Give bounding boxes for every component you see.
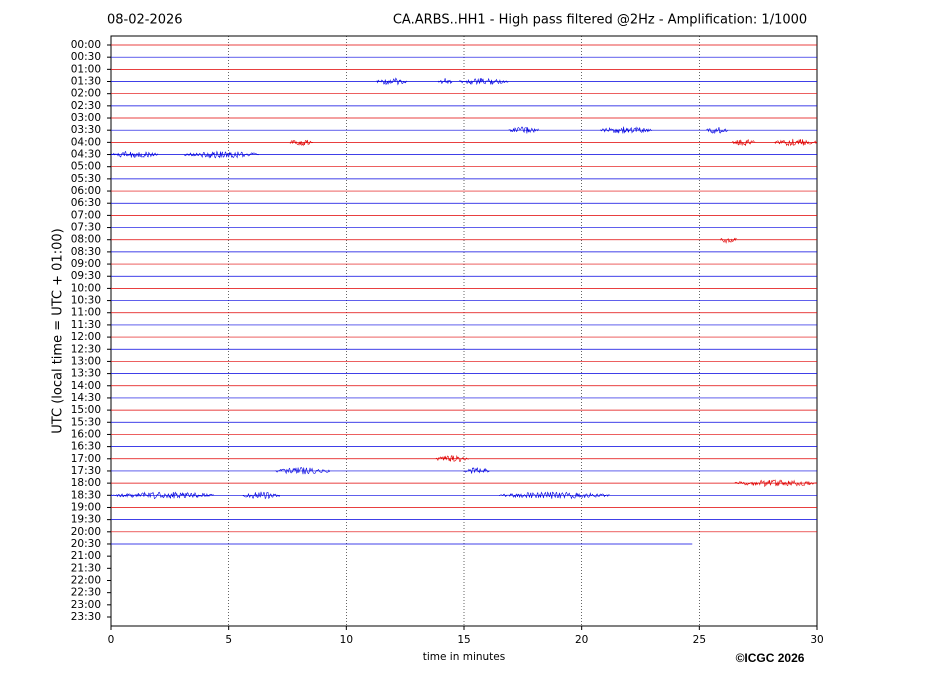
y-tick-label: 00:00 xyxy=(71,39,101,51)
y-tick-label: 03:30 xyxy=(71,124,101,136)
y-tick-label: 05:00 xyxy=(71,161,101,173)
y-tick-label: 21:30 xyxy=(71,562,101,574)
y-tick-label: 11:30 xyxy=(71,319,101,331)
y-tick-label: 20:00 xyxy=(71,526,101,538)
y-tick-label: 05:30 xyxy=(71,173,101,185)
y-tick-label: 06:00 xyxy=(71,185,101,197)
y-tick-label: 07:30 xyxy=(71,222,101,234)
y-tick-label: 14:30 xyxy=(71,392,101,404)
y-tick-label: 20:30 xyxy=(71,538,101,550)
y-tick-label: 02:00 xyxy=(71,88,101,100)
y-tick-label: 08:00 xyxy=(71,234,101,246)
burst xyxy=(437,78,453,85)
y-tick-label: 01:30 xyxy=(71,76,101,88)
y-tick-label: 18:00 xyxy=(71,477,101,489)
y-tick-label: 00:30 xyxy=(71,51,101,63)
y-tick-label: 12:30 xyxy=(71,343,101,355)
burst xyxy=(289,139,314,147)
y-tick-label: 18:30 xyxy=(71,489,101,501)
x-tick-label: 20 xyxy=(575,634,588,646)
x-tick-label: 5 xyxy=(225,634,232,646)
y-tick-label: 13:00 xyxy=(71,355,101,367)
burst xyxy=(459,77,509,86)
y-tick-label: 10:30 xyxy=(71,295,101,307)
x-tick-label: 0 xyxy=(108,634,115,646)
y-tick-label: 12:00 xyxy=(71,331,101,343)
y-tick-label: 04:00 xyxy=(71,136,101,148)
x-tick-label: 15 xyxy=(457,634,470,646)
y-tick-label: 23:30 xyxy=(71,611,101,623)
y-tick-label: 19:30 xyxy=(71,514,101,526)
y-tick-label: 22:30 xyxy=(71,587,101,599)
burst xyxy=(499,491,611,500)
burst xyxy=(720,237,737,244)
y-tick-label: 23:00 xyxy=(71,599,101,611)
y-axis-label: UTC (local time = UTC + 01:00) xyxy=(51,228,66,433)
y-tick-label: 15:30 xyxy=(71,416,101,428)
y-tick-label: 10:00 xyxy=(71,282,101,294)
burst xyxy=(732,139,756,147)
y-tick-label: 14:00 xyxy=(71,380,101,392)
burst xyxy=(376,77,408,86)
y-tick-label: 11:00 xyxy=(71,307,101,319)
burst xyxy=(110,491,215,500)
y-tick-label: 02:30 xyxy=(71,100,101,112)
x-tick-label: 25 xyxy=(693,634,706,646)
y-tick-label: 06:30 xyxy=(71,197,101,209)
y-tick-label: 15:00 xyxy=(71,404,101,416)
y-tick-label: 07:00 xyxy=(71,209,101,221)
x-axis-label: time in minutes xyxy=(423,651,505,663)
burst xyxy=(508,126,539,134)
y-tick-label: 16:30 xyxy=(71,441,101,453)
burst xyxy=(183,150,259,159)
y-tick-label: 17:30 xyxy=(71,465,101,477)
y-tick-label: 19:00 xyxy=(71,501,101,513)
burst xyxy=(242,491,281,500)
burst xyxy=(110,150,159,158)
burst xyxy=(600,126,652,134)
chart-title: CA.ARBS..HH1 - High pass filtered @2Hz -… xyxy=(393,13,807,28)
burst xyxy=(734,479,817,488)
y-tick-label: 09:30 xyxy=(71,270,101,282)
y-tick-label: 08:30 xyxy=(71,246,101,258)
y-tick-label: 16:00 xyxy=(71,428,101,440)
x-tick-label: 30 xyxy=(810,634,823,646)
burst xyxy=(774,138,817,147)
y-tick-label: 21:00 xyxy=(71,550,101,562)
y-tick-label: 09:00 xyxy=(71,258,101,270)
burst xyxy=(464,467,490,474)
y-tick-label: 04:30 xyxy=(71,149,101,161)
y-tick-label: 03:00 xyxy=(71,112,101,124)
burst xyxy=(706,127,728,135)
y-tick-label: 22:00 xyxy=(71,574,101,586)
y-tick-label: 01:00 xyxy=(71,63,101,75)
y-tick-label: 17:00 xyxy=(71,453,101,465)
burst xyxy=(435,454,469,462)
burst xyxy=(275,467,330,475)
credit: ©ICGC 2026 xyxy=(736,651,805,665)
y-tick-label: 13:30 xyxy=(71,368,101,380)
date: 08-02-2026 xyxy=(107,13,183,28)
x-tick-label: 10 xyxy=(340,634,353,646)
